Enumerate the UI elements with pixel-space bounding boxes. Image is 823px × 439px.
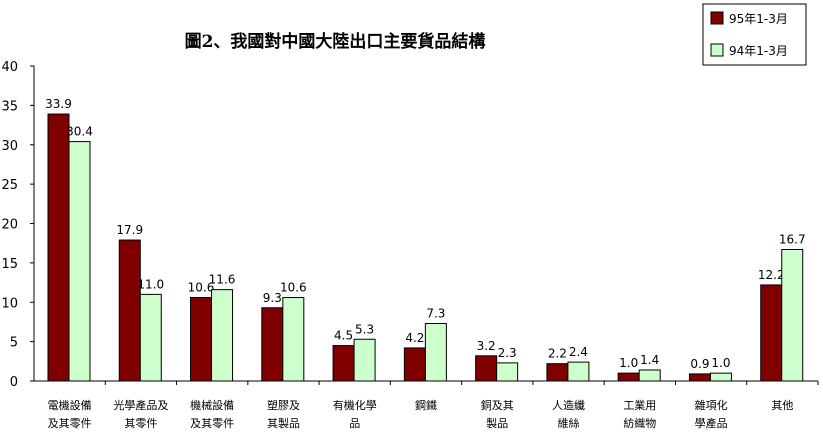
data-label-series-2: 30.4 <box>66 125 93 139</box>
bar-series-1 <box>617 372 640 382</box>
bar-series-2 <box>638 369 661 382</box>
y-tick-label: 15 <box>1 257 18 272</box>
y-tick-label: 0 <box>10 375 18 390</box>
x-tick-label-line: 機械設備 <box>190 398 234 412</box>
x-tick-label-line: 光學產品及 <box>113 398 168 412</box>
data-label-series-1: 3.2 <box>477 339 496 353</box>
x-tick-label-line: 有機化學 <box>333 398 377 412</box>
data-label-series-1: 12.2 <box>758 268 785 282</box>
data-label-series-1: 17.9 <box>116 223 143 237</box>
chart-title: 圖2、我國對中國大陸出口主要貨品結構 <box>185 31 486 52</box>
bar-series-1 <box>475 355 498 382</box>
bar-series-1 <box>688 373 711 382</box>
plot-area: 0 5 10 15 20 25 30 35 40 33.9 30.4 電機設備及其零件 17.9 11.0… <box>1 60 819 430</box>
bar-series-2 <box>496 362 519 382</box>
x-tick-label-line: 電機設備 <box>48 398 92 412</box>
x-tick-label: 電機設備及其零件 <box>48 398 92 430</box>
bar-series-2 <box>709 372 732 382</box>
legend: 95年1-3月 94年1-3月 <box>702 3 807 66</box>
x-tick-label: 鋼鐵 <box>415 398 437 412</box>
y-tick-label: 40 <box>1 60 18 75</box>
data-label-series-2: 1.0 <box>711 356 730 370</box>
x-tick-label: 有機化學品 <box>333 398 377 430</box>
x-tick-label-line: 雜項化 <box>695 398 728 412</box>
bar-series-1 <box>760 284 783 382</box>
data-label-series-2: 2.4 <box>569 345 588 359</box>
x-tick-label-line: 其製品 <box>267 416 300 430</box>
x-tick-label: 人造纖維絲 <box>552 398 585 430</box>
legend-label-series-1: 95年1-3月 <box>729 12 788 26</box>
data-label-series-1: 1.0 <box>619 356 638 370</box>
x-tick-label: 光學產品及其零件 <box>113 398 168 430</box>
x-tick-label-line: 工業用 <box>623 399 656 412</box>
bar-series-1 <box>47 113 70 382</box>
x-tick-label-line: 及其零件 <box>190 417 234 430</box>
x-tick-label-line: 人造纖 <box>552 398 585 412</box>
x-tick-label-line: 及其零件 <box>48 417 92 430</box>
data-label-series-1: 0.9 <box>690 357 709 371</box>
x-tick-label-line: 銅及其 <box>481 398 514 412</box>
data-label-series-2: 16.7 <box>779 232 806 246</box>
y-tick-label: 5 <box>10 336 18 351</box>
data-label-series-2: 11.0 <box>137 277 164 291</box>
x-tick-label-line: 紡織物 <box>623 416 656 430</box>
x-tick-label-line: 鋼鐵 <box>415 398 437 412</box>
data-label-series-2: 7.3 <box>426 307 445 321</box>
y-tick-label: 10 <box>1 296 18 311</box>
data-label-series-2: 11.6 <box>209 273 236 287</box>
x-tick-label: 塑膠及其製品 <box>267 398 300 430</box>
y-tick-label: 20 <box>1 218 18 233</box>
bar-series-1 <box>546 363 569 382</box>
bar-series-2 <box>282 297 305 382</box>
data-label-series-1: 33.9 <box>45 97 72 111</box>
data-label-series-1: 4.5 <box>334 329 353 343</box>
x-tick-label: 銅及其製品 <box>481 398 514 430</box>
data-label-series-1: 10.6 <box>188 281 215 295</box>
bar-series-1 <box>403 347 426 382</box>
x-tick-label-line: 學產品 <box>695 416 728 430</box>
bar-series-2 <box>211 289 234 382</box>
y-tick-label: 30 <box>1 139 18 154</box>
data-label-series-2: 1.4 <box>640 353 659 367</box>
x-tick-label-line: 其他 <box>771 399 793 412</box>
data-label-series-1: 2.2 <box>548 347 567 361</box>
legend-swatch-series-2 <box>710 43 724 57</box>
bar-series-1 <box>332 345 355 382</box>
bar-series-2 <box>68 141 91 382</box>
x-tick-label-line: 其零件 <box>124 417 157 430</box>
bar-series-1 <box>118 239 141 382</box>
x-tick-label: 雜項化學產品 <box>695 398 728 430</box>
x-tick-label: 機械設備及其零件 <box>190 398 234 430</box>
bar-series-2 <box>139 293 162 382</box>
legend-label-series-2: 94年1-3月 <box>729 44 788 58</box>
y-tick-label: 25 <box>1 178 18 193</box>
data-label-series-1: 9.3 <box>263 291 282 305</box>
legend-swatch-series-1 <box>710 11 724 25</box>
x-tick-label: 工業用紡織物 <box>623 399 656 430</box>
bar-series-2 <box>781 248 804 382</box>
data-label-series-1: 4.2 <box>405 331 424 345</box>
bar-series-2 <box>353 338 376 382</box>
data-label-series-2: 5.3 <box>355 322 374 336</box>
bar-series-1 <box>261 307 284 382</box>
bar-series-2 <box>424 323 447 382</box>
x-tick-label-line: 維絲 <box>558 416 580 430</box>
x-tick-label: 其他 <box>771 399 793 412</box>
x-tick-label-line: 品 <box>349 417 360 430</box>
data-label-series-2: 10.6 <box>280 281 307 295</box>
bar-series-2 <box>567 361 590 382</box>
data-label-series-2: 2.3 <box>498 346 517 360</box>
x-tick-label-line: 塑膠及 <box>267 398 300 412</box>
bar-series-1 <box>190 297 213 382</box>
y-tick-label: 35 <box>1 99 18 114</box>
x-tick-label-line: 製品 <box>486 416 508 430</box>
